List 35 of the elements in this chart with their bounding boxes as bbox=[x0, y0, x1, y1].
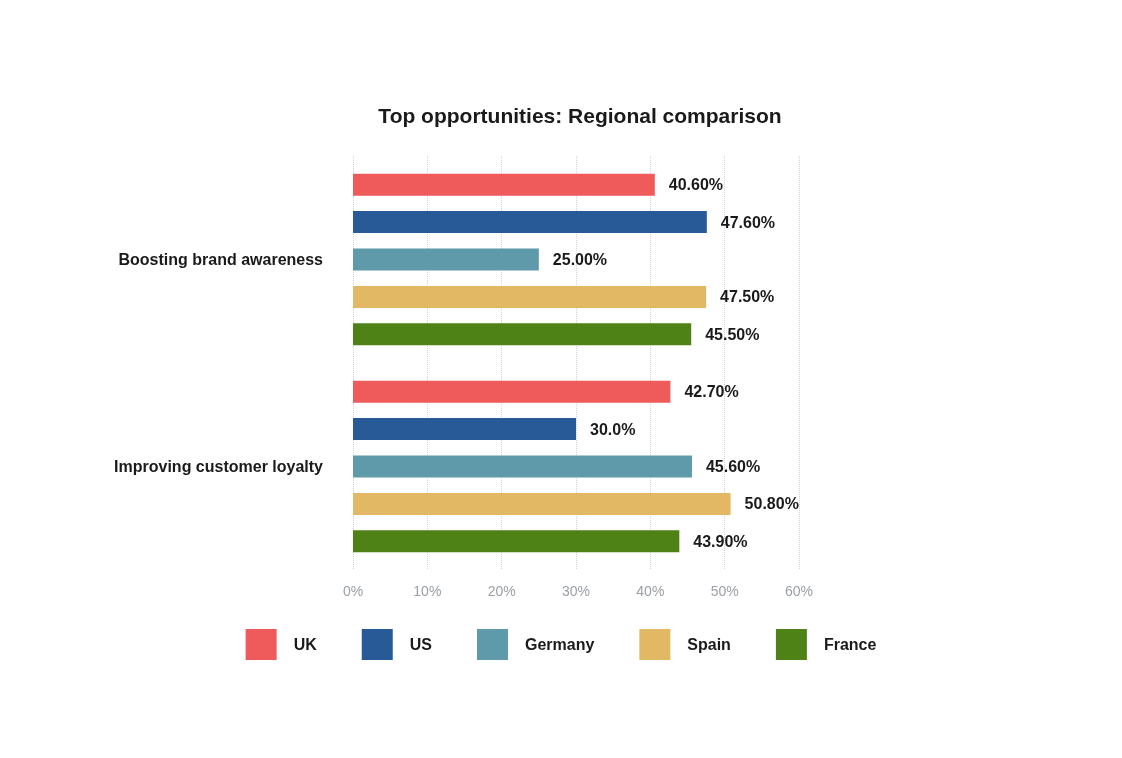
data-label: 45.50% bbox=[705, 325, 760, 343]
data-label: 47.60% bbox=[720, 213, 776, 231]
x-tick-label: 20% bbox=[487, 583, 516, 599]
data-label: 50.80% bbox=[744, 495, 799, 513]
x-tick-label: 40% bbox=[636, 583, 665, 599]
bar bbox=[353, 380, 671, 403]
bar bbox=[353, 455, 692, 478]
data-label: 30.0% bbox=[590, 420, 636, 438]
bar bbox=[353, 248, 539, 271]
legend-label: UK bbox=[293, 636, 318, 653]
x-tick-label: 0% bbox=[342, 583, 364, 599]
x-tick-label: 50% bbox=[710, 583, 739, 599]
chart-title: Top opportunities: Regional comparison bbox=[378, 104, 782, 127]
y-tick-label: Improving customer loyalty bbox=[114, 458, 324, 475]
data-label: 45.60% bbox=[705, 458, 761, 475]
bar bbox=[353, 418, 576, 441]
x-tick-label: 10% bbox=[413, 583, 442, 599]
legend-label: Spain bbox=[687, 636, 731, 653]
bar bbox=[353, 173, 655, 196]
legend-label: Germany bbox=[524, 636, 595, 653]
data-label: 25.00% bbox=[552, 251, 608, 268]
bar bbox=[353, 492, 731, 515]
bar bbox=[353, 530, 680, 553]
bar bbox=[353, 211, 707, 234]
legend-label: US bbox=[409, 636, 433, 653]
x-tick-label: 60% bbox=[784, 583, 814, 599]
data-label: 40.60% bbox=[668, 176, 724, 194]
legend-label: France bbox=[823, 636, 877, 653]
data-label: 42.70% bbox=[684, 383, 739, 401]
bar bbox=[353, 285, 707, 308]
x-tick-label: 30% bbox=[561, 583, 591, 599]
data-label: 47.50% bbox=[720, 288, 775, 306]
y-tick-label: Boosting brand awareness bbox=[118, 251, 324, 268]
bar bbox=[353, 323, 692, 346]
data-label: 43.90% bbox=[693, 532, 748, 550]
